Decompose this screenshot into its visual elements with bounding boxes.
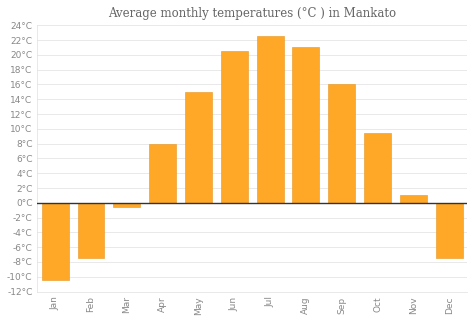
- Bar: [149, 144, 176, 203]
- Bar: [292, 47, 319, 203]
- Title: Average monthly temperatures (°C ) in Mankato: Average monthly temperatures (°C ) in Ma…: [108, 7, 396, 20]
- Bar: [328, 84, 355, 203]
- Bar: [364, 133, 391, 203]
- Bar: [256, 36, 283, 203]
- Bar: [78, 203, 104, 258]
- Bar: [436, 203, 463, 258]
- Bar: [42, 203, 69, 280]
- Bar: [185, 92, 212, 203]
- Bar: [221, 51, 248, 203]
- Bar: [400, 195, 427, 203]
- Bar: [113, 203, 140, 206]
